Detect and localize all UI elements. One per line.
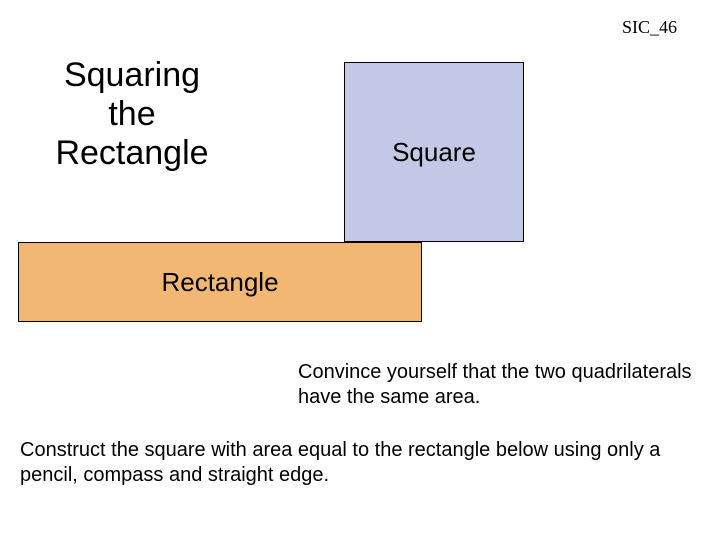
page-identifier: SIC_46 <box>622 17 677 38</box>
convince-text: Convince yourself that the two quadrilat… <box>298 360 694 410</box>
square-label: Square <box>392 137 476 168</box>
rectangle-label: Rectangle <box>161 267 278 298</box>
instruction-text: Construct the square with area equal to … <box>20 438 700 488</box>
square-shape: Square <box>344 62 524 242</box>
slide-title: SquaringtheRectangle <box>32 56 232 173</box>
rectangle-shape: Rectangle <box>18 242 422 322</box>
